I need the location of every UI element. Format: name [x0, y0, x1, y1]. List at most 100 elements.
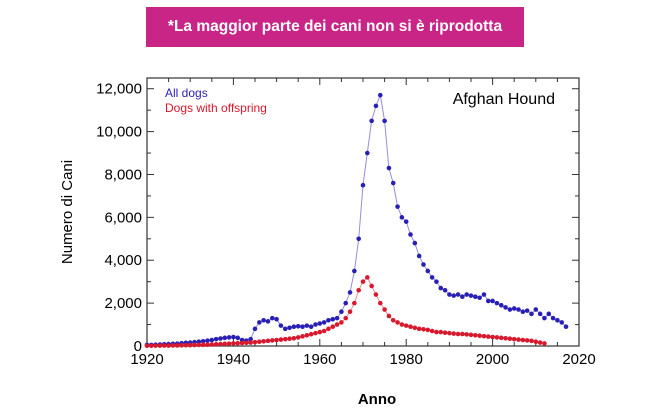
data-point — [278, 323, 284, 328]
data-point — [447, 330, 452, 336]
data-point — [174, 343, 180, 348]
data-point — [295, 335, 301, 340]
legend-all-dogs: All dogs — [165, 86, 208, 100]
data-point — [261, 317, 266, 323]
y-tick-label: 12,000 — [96, 81, 142, 98]
data-point — [429, 275, 435, 280]
data-point — [464, 292, 469, 297]
data-point — [412, 240, 418, 246]
data-point — [386, 165, 392, 171]
data-point — [161, 343, 167, 348]
data-point — [248, 340, 253, 345]
data-point — [209, 337, 215, 343]
data-point — [485, 298, 491, 304]
data-point — [408, 232, 413, 237]
data-point — [533, 339, 539, 345]
data-point — [520, 337, 526, 343]
data-point — [248, 336, 253, 342]
data-point — [365, 275, 370, 280]
x-axis-label: Anno — [358, 391, 396, 408]
data-point — [157, 343, 163, 348]
data-point — [287, 336, 292, 342]
data-point — [403, 323, 409, 328]
data-point — [304, 332, 310, 338]
data-point — [183, 342, 189, 348]
y-tick-label: 8,000 — [104, 166, 142, 183]
data-point — [334, 322, 340, 327]
data-point — [516, 307, 521, 312]
data-point — [196, 339, 202, 345]
data-point — [205, 338, 210, 343]
series-dogs-with-offspring — [144, 275, 547, 349]
data-point — [261, 338, 266, 344]
data-point — [300, 324, 305, 330]
data-point — [235, 335, 241, 341]
data-point — [455, 331, 461, 337]
data-point — [170, 343, 176, 348]
data-point — [153, 343, 158, 348]
legend-dogs-with-offspring: Dogs with offspring — [165, 101, 267, 115]
data-point — [507, 307, 513, 312]
data-point — [347, 290, 353, 295]
data-point — [339, 309, 344, 314]
data-point — [373, 103, 379, 109]
data-point — [209, 342, 215, 347]
data-point — [291, 335, 297, 341]
data-point — [300, 334, 305, 339]
data-point — [352, 300, 357, 306]
series-all-dogs — [144, 92, 569, 348]
data-point — [386, 313, 392, 319]
plot-frame — [146, 77, 580, 347]
data-point — [477, 295, 482, 301]
data-point — [550, 315, 556, 321]
series-line — [147, 93, 567, 346]
data-point — [542, 315, 547, 321]
data-point — [291, 324, 297, 330]
x-tick-label: 2020 — [562, 351, 595, 368]
data-point — [257, 339, 262, 345]
data-point — [308, 331, 314, 337]
data-point — [282, 336, 288, 342]
data-point — [282, 326, 288, 332]
data-point — [494, 300, 500, 306]
data-point — [399, 215, 405, 220]
data-point — [529, 311, 534, 317]
data-point — [330, 316, 336, 322]
data-point — [377, 92, 383, 98]
data-point — [460, 331, 465, 337]
x-tick-label: 1960 — [303, 351, 336, 368]
banner: *La maggior parte dei cani non si è ripr… — [146, 7, 524, 47]
data-point — [369, 118, 374, 124]
data-point — [516, 337, 521, 342]
data-point — [498, 302, 504, 308]
data-point — [559, 320, 565, 325]
data-point — [321, 328, 327, 334]
data-point — [317, 321, 323, 326]
data-point — [490, 298, 495, 304]
data-point — [235, 340, 241, 346]
data-point — [313, 330, 318, 336]
x-tick-label: 2000 — [476, 351, 509, 368]
data-point — [511, 336, 517, 342]
data-point — [533, 307, 539, 312]
data-point — [481, 292, 487, 297]
data-point — [555, 317, 560, 323]
data-point — [213, 341, 219, 347]
data-point — [317, 329, 323, 335]
data-point — [494, 335, 500, 340]
data-point — [200, 338, 206, 344]
data-point — [451, 331, 457, 336]
data-point — [416, 253, 422, 259]
data-point — [360, 182, 366, 188]
data-point — [403, 219, 409, 224]
data-point — [442, 287, 448, 293]
chart-annotation: Afghan Hound — [453, 91, 555, 108]
data-point — [265, 338, 271, 344]
data-point — [498, 335, 504, 341]
data-point — [481, 333, 487, 339]
data-point — [166, 343, 171, 348]
data-point — [360, 279, 366, 284]
data-point — [244, 340, 249, 346]
data-point — [529, 338, 534, 344]
data-point — [460, 294, 465, 299]
